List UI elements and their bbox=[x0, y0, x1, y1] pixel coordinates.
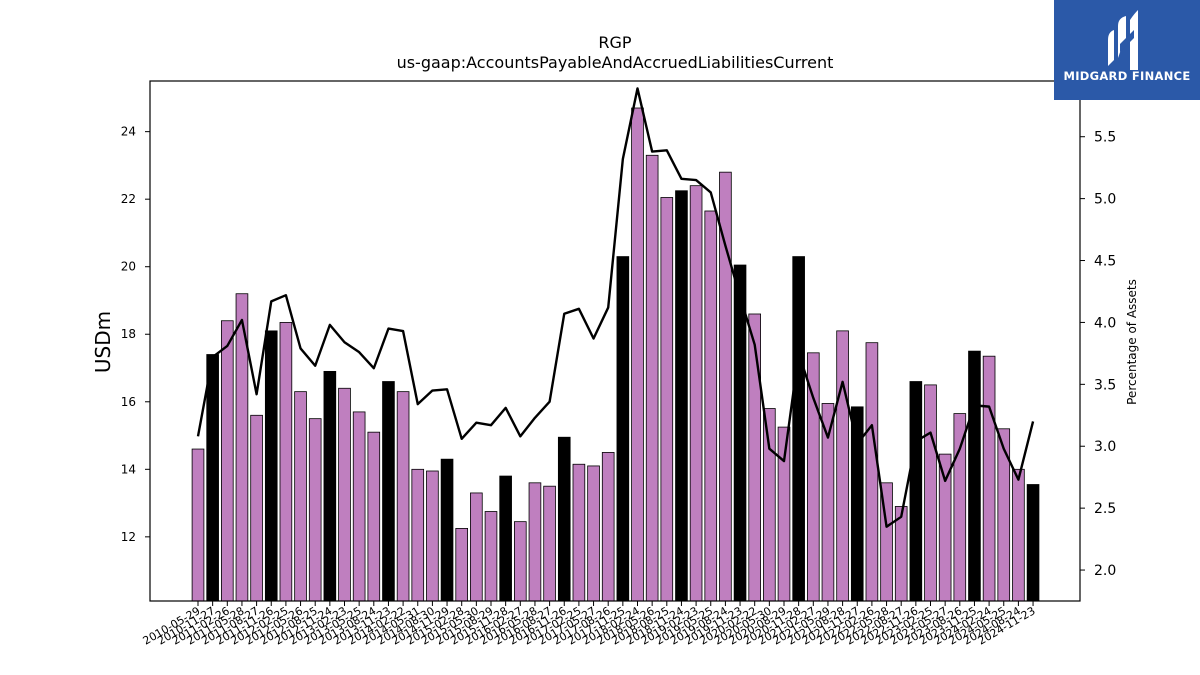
bar-2020-11-28 bbox=[792, 256, 805, 602]
bar-2010-11-27 bbox=[206, 354, 219, 602]
bar-2019-11-23 bbox=[733, 264, 747, 602]
line-group bbox=[196, 87, 1035, 528]
bar-2011-11-26 bbox=[264, 330, 278, 602]
bar-2013-02-23 bbox=[338, 387, 351, 602]
bar-2014-02-22 bbox=[396, 391, 410, 602]
left-tick-label: 12 bbox=[121, 530, 136, 544]
bar-2012-05-26 bbox=[294, 391, 307, 602]
left-tick-label: 24 bbox=[121, 125, 136, 139]
bar-2015-11-28 bbox=[499, 475, 512, 602]
right-axis: 2.0 2.5 3.0 3.5 4.0 4.5 5.0 5.5 bbox=[1080, 130, 1116, 579]
brand-logo: MIDGARD FINANCE bbox=[1054, 0, 1200, 100]
bar-2023-02-25 bbox=[924, 384, 937, 602]
left-tick-label: 22 bbox=[121, 192, 136, 206]
bar-2017-02-25 bbox=[572, 463, 586, 602]
bar-2017-08-26 bbox=[601, 452, 615, 602]
bar-2022-11-26 bbox=[909, 381, 923, 602]
bar-2019-08-24 bbox=[719, 171, 732, 602]
right-tick-label: 5.5 bbox=[1094, 130, 1116, 146]
right-tick-label: 4.0 bbox=[1094, 315, 1116, 331]
y-axis-label: USDm bbox=[91, 311, 115, 373]
bar-2012-02-25 bbox=[279, 322, 293, 602]
bar-2017-05-27 bbox=[587, 465, 600, 602]
bar-2014-11-29 bbox=[440, 458, 454, 602]
bar-2014-08-30 bbox=[426, 470, 439, 602]
bar-2011-02-26 bbox=[220, 320, 234, 602]
right-tick-label: 2.5 bbox=[1094, 501, 1116, 517]
left-tick-label: 18 bbox=[121, 327, 136, 341]
bar-2015-02-28 bbox=[455, 528, 468, 602]
brand-name: MIDGARD FINANCE bbox=[1063, 69, 1191, 83]
y2-axis-label: Percentage of Assets bbox=[1125, 279, 1139, 405]
bar-2015-08-29 bbox=[484, 511, 498, 602]
bar-2021-08-28 bbox=[836, 330, 849, 602]
plot-frame bbox=[149, 80, 1081, 602]
bar-2024-05-25 bbox=[997, 428, 1011, 602]
bar-2016-08-27 bbox=[543, 485, 556, 602]
bar-2022-02-26 bbox=[865, 342, 879, 602]
bars-group bbox=[191, 107, 1040, 602]
bar-2016-11-26 bbox=[557, 436, 571, 602]
bar-2018-08-25 bbox=[660, 197, 674, 602]
bar-2023-11-25 bbox=[968, 350, 981, 602]
bar-2018-05-26 bbox=[645, 154, 659, 602]
bar-2024-08-24 bbox=[1012, 468, 1025, 602]
bar-2018-02-24 bbox=[631, 107, 644, 602]
bar-2013-08-24 bbox=[367, 431, 381, 602]
bar-2011-08-27 bbox=[250, 414, 263, 602]
right-tick-label: 3.0 bbox=[1094, 439, 1116, 455]
right-tick-label: 5.0 bbox=[1094, 192, 1116, 208]
bar-2020-05-30 bbox=[763, 408, 776, 602]
bar-2024-11-23 bbox=[1026, 484, 1040, 602]
bar-2015-05-30 bbox=[470, 492, 483, 602]
chart-title: RGP bbox=[598, 33, 632, 52]
bar-2016-02-27 bbox=[514, 521, 527, 602]
right-tick-label: 3.5 bbox=[1094, 377, 1116, 393]
bar-2017-11-25 bbox=[616, 256, 630, 602]
midgard-logo-icon bbox=[1108, 10, 1138, 70]
bar-2018-11-24 bbox=[675, 190, 688, 602]
bar-2014-05-31 bbox=[411, 468, 425, 602]
right-tick-label: 4.5 bbox=[1094, 254, 1116, 270]
percentage-line bbox=[196, 87, 1035, 528]
bar-2019-02-23 bbox=[689, 185, 703, 602]
bar-2020-02-22 bbox=[748, 313, 761, 602]
bar-2016-05-28 bbox=[528, 482, 542, 602]
bar-2013-05-25 bbox=[352, 411, 366, 602]
right-tick-label: 2.0 bbox=[1094, 563, 1116, 579]
left-tick-label: 14 bbox=[121, 462, 136, 476]
bar-2021-02-27 bbox=[807, 352, 820, 602]
left-tick-label: 20 bbox=[121, 260, 136, 274]
bar-2023-05-27 bbox=[938, 453, 952, 602]
bar-2019-05-25 bbox=[704, 210, 718, 602]
chart-subtitle: us-gaap:AccountsPayableAndAccruedLiabili… bbox=[397, 53, 834, 72]
bar-2023-08-26 bbox=[953, 413, 967, 602]
bar-2012-11-24 bbox=[323, 370, 337, 602]
bar-2013-11-23 bbox=[382, 381, 395, 602]
left-tick-label: 16 bbox=[121, 395, 136, 409]
bar-2010-05-29 bbox=[191, 448, 205, 602]
bar-2021-11-27 bbox=[850, 406, 864, 602]
left-axis: 12 14 16 18 20 22 24 bbox=[121, 125, 150, 544]
x-axis: 2010-05-292010-11-272011-02-262011-05-28… bbox=[141, 601, 1038, 648]
bar-2024-02-24 bbox=[982, 355, 996, 602]
bar-2012-08-25 bbox=[308, 418, 322, 602]
